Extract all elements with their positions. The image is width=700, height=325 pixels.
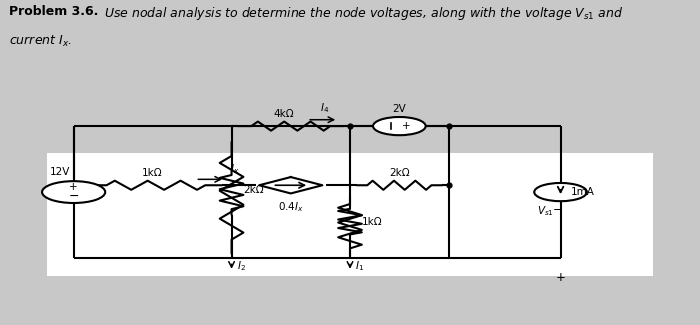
Text: $V_{s1}$: $V_{s1}$: [537, 205, 554, 218]
Text: 1kΩ: 1kΩ: [142, 168, 163, 178]
Text: current $I_x$.: current $I_x$.: [9, 34, 72, 49]
Text: 1kΩ: 1kΩ: [362, 217, 382, 227]
Text: −: −: [552, 203, 562, 216]
Circle shape: [534, 183, 587, 201]
Bar: [48, 153, 652, 276]
Text: Problem 3.6.: Problem 3.6.: [9, 5, 99, 18]
Text: $I_x$: $I_x$: [230, 162, 239, 176]
Text: Use nodal analysis to determine the node voltages, along with the voltage $V_{s1: Use nodal analysis to determine the node…: [104, 5, 623, 22]
Text: 1mA: 1mA: [570, 187, 594, 197]
Text: 12V: 12V: [50, 167, 71, 177]
Text: +: +: [402, 121, 410, 131]
Text: −: −: [69, 190, 79, 203]
Circle shape: [42, 181, 105, 203]
Text: 2kΩ: 2kΩ: [389, 168, 410, 178]
Text: $I_1$: $I_1$: [356, 259, 364, 273]
Text: $0.4I_x$: $0.4I_x$: [278, 200, 304, 214]
Text: $I_4$: $I_4$: [321, 101, 330, 115]
Circle shape: [373, 117, 426, 135]
Text: 4kΩ: 4kΩ: [274, 109, 295, 119]
Text: +: +: [556, 270, 566, 283]
Text: 2V: 2V: [393, 104, 406, 114]
Text: 2kΩ: 2kΩ: [244, 185, 264, 195]
Polygon shape: [259, 177, 323, 193]
Text: +: +: [69, 183, 78, 192]
Text: $I_2$: $I_2$: [237, 259, 246, 273]
